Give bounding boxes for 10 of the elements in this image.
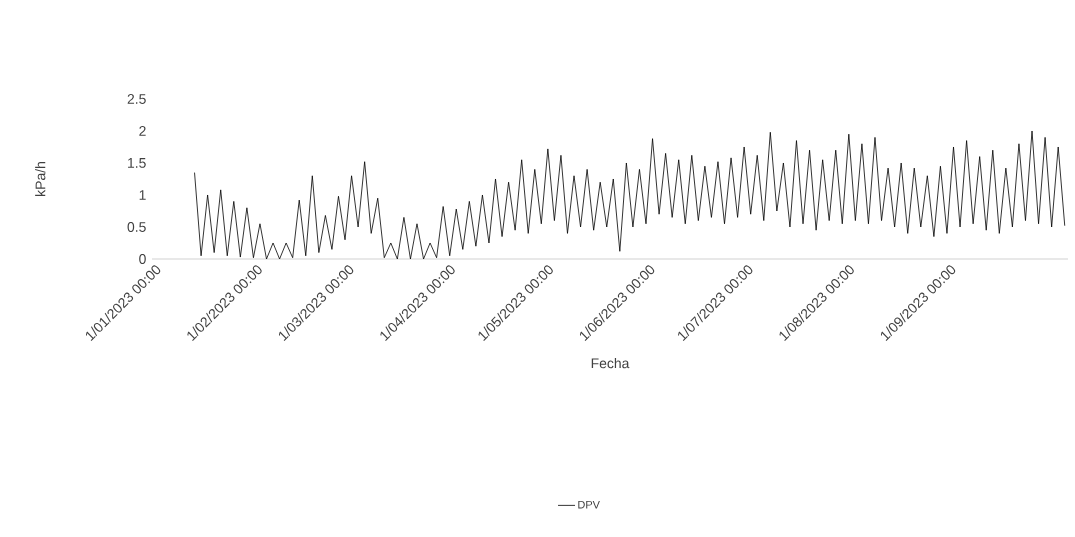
y-tick-label: 1.5: [128, 158, 146, 168]
y-tick-label: 1: [139, 190, 146, 200]
y-tick-label: 0: [139, 254, 146, 264]
x-axis-title: Fecha: [591, 358, 630, 369]
y-tick-label: 2: [139, 126, 146, 136]
y-tick-label: 2.5: [127, 94, 146, 104]
y-axis-title: kPa/h: [35, 162, 46, 196]
y-tick-label: 0.5: [127, 222, 146, 232]
legend-label: DPV: [578, 500, 600, 509]
line-series: [194, 130, 1066, 260]
